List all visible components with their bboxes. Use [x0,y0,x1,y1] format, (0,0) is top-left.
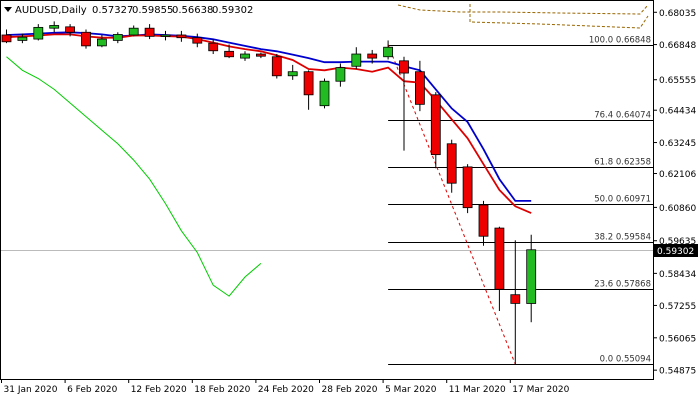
y-axis-tick-label: 0.62106 [659,170,696,180]
y-axis-tick-label: 0.57255 [659,302,696,312]
candle-body[interactable] [160,34,171,37]
candle-body[interactable] [287,71,298,77]
y-axis-tick-label: 0.56065 [659,334,696,344]
candle-body[interactable] [208,42,219,52]
candle-body[interactable] [478,204,489,237]
current-price-box [654,244,698,257]
y-axis-tick-label: 0.66848 [659,41,696,51]
fib-level-label: 38.2 0.59584 [594,233,651,243]
top-indicator [397,4,649,29]
plot-frame [0,0,654,380]
candle-body[interactable] [462,166,473,209]
candle-body[interactable] [399,60,409,74]
candle-body[interactable] [192,37,203,44]
y-axis-tick-label: 0.68035 [659,9,696,19]
fib-level-label: 50.0 0.60971 [594,195,651,205]
fib-level-label: 0.0 0.55094 [600,355,651,365]
fib-level-label: 61.8 0.62358 [594,158,651,168]
low-value: 0.56638 [172,5,213,16]
x-axis-tick-label: 6 Feb 2020 [67,385,118,395]
candle-body[interactable] [430,94,441,156]
y-axis-tick-label: 0.63245 [659,139,696,149]
candle-body[interactable] [303,71,314,96]
y-axis-tick-label: 0.64434 [659,107,696,117]
y-axis-tick-label: 0.59635 [659,237,696,247]
fib-level-label: 100.0 0.66848 [589,36,651,46]
candle-body[interactable] [510,294,521,304]
collapse-arrow-icon[interactable] [4,7,12,12]
candle-body[interactable] [414,71,425,105]
candle-body[interactable] [176,34,187,39]
candle-body[interactable] [144,27,155,37]
candle-body[interactable] [81,31,91,47]
chart-header: AUDUSD,Daily 0.57327 0.59855 0.56638 0.5… [4,5,253,16]
y-axis-tick-label: 0.65555 [659,76,696,86]
x-axis-tick-label: 12 Feb 2020 [131,385,187,395]
fib-level-label: 23.6 0.57868 [594,280,651,290]
symbol-label: AUDUSD,Daily [15,5,87,16]
candle-body[interactable] [335,67,346,82]
candle-body[interactable] [33,26,44,40]
high-value: 0.59855 [132,5,173,16]
close-value: 0.59302 [212,5,253,16]
candle-body[interactable] [224,50,235,58]
x-axis-tick-label: 5 Mar 2020 [385,385,437,395]
candle-body[interactable] [319,80,330,107]
open-value: 0.57327 [92,5,133,16]
x-axis-tick-label: 18 Feb 2020 [194,385,250,395]
candle-body[interactable] [1,34,12,43]
x-axis-tick-label: 11 Mar 2020 [449,385,506,395]
y-axis-tick-label: 0.58434 [659,270,696,280]
slow-ma-line[interactable] [6,31,532,202]
candle-body[interactable] [112,34,123,41]
fast-ma-line[interactable] [6,33,532,214]
y-axis-tick-label: 0.60860 [659,204,696,214]
candle-body[interactable] [255,53,266,57]
x-axis-tick-label: 31 Jan 2020 [4,385,58,395]
x-axis-tick-label: 17 Mar 2020 [512,385,569,395]
x-axis-tick-label: 24 Feb 2020 [258,385,314,395]
candle-body[interactable] [240,53,250,59]
current-price-label: 0.59302 [657,247,694,257]
fib-level-label: 76.4 0.64074 [594,111,651,121]
x-axis-tick-label: 28 Feb 2020 [322,385,378,395]
y-axis-tick-label: 0.54875 [659,367,696,377]
candle-body[interactable] [97,38,107,47]
oscillator-line[interactable] [6,56,262,297]
candle-body[interactable] [17,36,28,41]
candle-body[interactable] [271,56,282,77]
candle-body[interactable] [49,25,60,29]
candle-body[interactable] [526,249,537,304]
candle-body[interactable] [494,227,505,290]
candle-body[interactable] [351,53,362,67]
candle-body[interactable] [367,53,378,59]
candle-body[interactable] [446,143,457,184]
candle-body[interactable] [383,46,394,58]
candle-body[interactable] [65,26,75,33]
candle-body[interactable] [128,27,139,36]
